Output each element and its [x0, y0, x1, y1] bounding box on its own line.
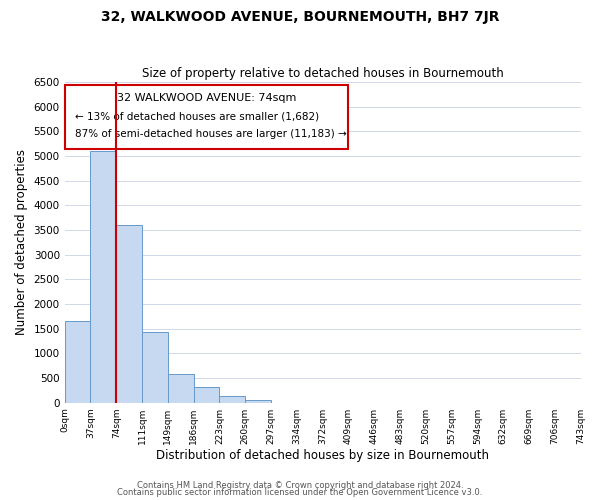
Text: 32, WALKWOOD AVENUE, BOURNEMOUTH, BH7 7JR: 32, WALKWOOD AVENUE, BOURNEMOUTH, BH7 7J…	[101, 10, 499, 24]
Bar	[168, 374, 194, 402]
Y-axis label: Number of detached properties: Number of detached properties	[15, 150, 28, 336]
Bar	[65, 322, 91, 402]
Text: Contains HM Land Registry data © Crown copyright and database right 2024.: Contains HM Land Registry data © Crown c…	[137, 480, 463, 490]
Text: 32 WALKWOOD AVENUE: 74sqm: 32 WALKWOOD AVENUE: 74sqm	[117, 94, 296, 104]
Title: Size of property relative to detached houses in Bournemouth: Size of property relative to detached ho…	[142, 66, 503, 80]
Text: Contains public sector information licensed under the Open Government Licence v3: Contains public sector information licen…	[118, 488, 482, 497]
Bar	[194, 388, 220, 402]
Bar	[220, 396, 245, 402]
FancyBboxPatch shape	[65, 86, 349, 150]
Bar	[245, 400, 271, 402]
X-axis label: Distribution of detached houses by size in Bournemouth: Distribution of detached houses by size …	[156, 450, 489, 462]
Bar	[142, 332, 168, 402]
Bar	[91, 151, 116, 403]
Bar	[116, 225, 142, 402]
Text: 87% of semi-detached houses are larger (11,183) →: 87% of semi-detached houses are larger (…	[75, 128, 347, 138]
Text: ← 13% of detached houses are smaller (1,682): ← 13% of detached houses are smaller (1,…	[75, 112, 319, 122]
